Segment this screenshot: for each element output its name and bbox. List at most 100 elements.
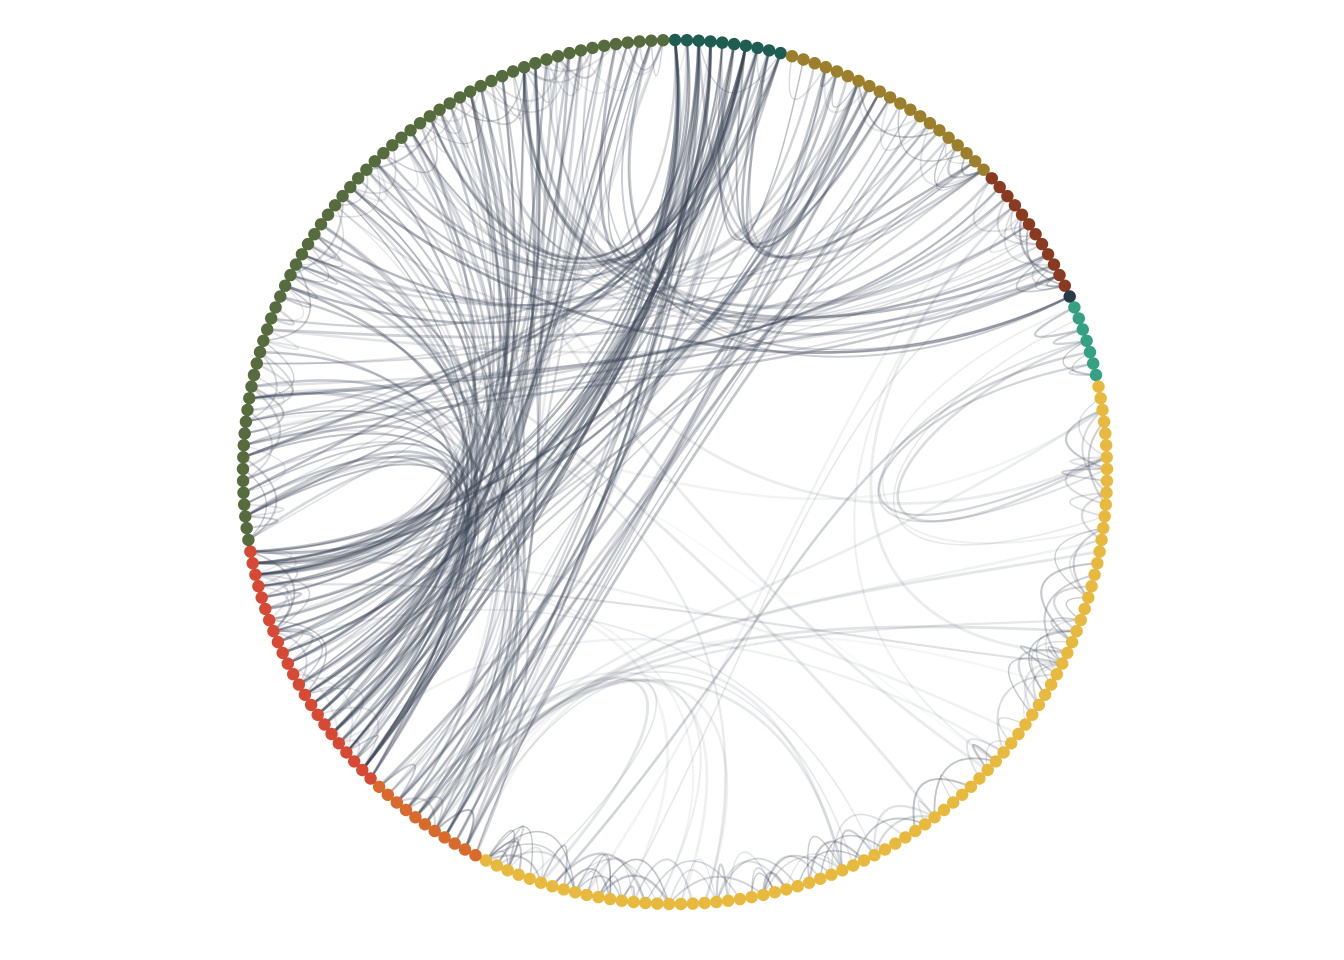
node-g6 bbox=[1065, 635, 1079, 649]
node-g9 bbox=[344, 180, 357, 194]
bundled-edge bbox=[294, 263, 482, 745]
local-edge bbox=[484, 854, 542, 884]
bundled-edge bbox=[377, 84, 871, 789]
node-g9 bbox=[279, 279, 292, 292]
bundled-edge bbox=[474, 538, 1103, 857]
local-edge bbox=[1025, 223, 1066, 287]
node-g9 bbox=[289, 258, 303, 271]
bundled-edge bbox=[438, 39, 682, 277]
local-edge bbox=[306, 233, 341, 262]
node-g3 bbox=[1029, 228, 1042, 241]
local-edge bbox=[327, 160, 381, 218]
node-g8 bbox=[364, 772, 377, 785]
bundled-edge bbox=[365, 79, 860, 300]
local-edge bbox=[1080, 491, 1108, 542]
node-g9 bbox=[609, 37, 623, 51]
local-edge bbox=[262, 263, 312, 342]
node-g6 bbox=[651, 897, 664, 910]
bundled-edge bbox=[448, 44, 747, 264]
bundled-edge bbox=[244, 454, 453, 644]
local-edge bbox=[1035, 630, 1078, 686]
bundled-edge bbox=[453, 678, 709, 906]
node-g7 bbox=[448, 837, 461, 850]
local-edge bbox=[614, 39, 665, 76]
node-g9 bbox=[295, 248, 309, 261]
node-g6 bbox=[956, 788, 969, 801]
bundled-edge bbox=[892, 317, 1106, 546]
node-g2 bbox=[883, 91, 897, 104]
local-edge bbox=[585, 853, 612, 900]
node-g8 bbox=[311, 708, 324, 721]
node-g6 bbox=[479, 854, 493, 867]
bundled-edge bbox=[286, 79, 517, 665]
bundled-edge bbox=[433, 44, 606, 833]
bundled-edge bbox=[443, 40, 712, 839]
bundled-edge bbox=[303, 160, 977, 696]
bundled-edge bbox=[277, 608, 876, 857]
bundled-edge bbox=[289, 273, 937, 819]
local-edge bbox=[574, 870, 600, 898]
local-edge bbox=[597, 858, 670, 905]
local-edge bbox=[879, 96, 931, 152]
node-g3 bbox=[1053, 268, 1066, 282]
local-edge bbox=[1068, 362, 1097, 377]
node-g6 bbox=[1032, 698, 1046, 712]
node-g9 bbox=[237, 439, 250, 452]
bundled-edge bbox=[423, 51, 782, 826]
bundled-edge bbox=[250, 379, 480, 736]
node-g9 bbox=[284, 268, 297, 282]
local-edge bbox=[545, 47, 594, 72]
local-edge bbox=[279, 284, 312, 309]
local-edge bbox=[996, 195, 1044, 246]
local-edge bbox=[650, 39, 664, 77]
bundled-edge bbox=[533, 61, 839, 272]
local-edge bbox=[972, 177, 1031, 233]
bundled-edge bbox=[334, 204, 508, 832]
node-g7 bbox=[390, 796, 403, 809]
bundled-edge bbox=[621, 253, 1049, 902]
bundled-edge bbox=[735, 44, 891, 249]
bundled-edge bbox=[249, 549, 1020, 736]
node-g6 bbox=[1012, 727, 1025, 741]
node-g6 bbox=[557, 883, 570, 896]
node-g8 bbox=[244, 545, 257, 558]
bundled-edge bbox=[244, 404, 727, 905]
bundled-edge bbox=[748, 49, 860, 248]
node-g8 bbox=[276, 646, 289, 660]
bundled-edge bbox=[697, 39, 985, 260]
node-g6 bbox=[1100, 439, 1113, 452]
bundled-edge bbox=[283, 51, 782, 325]
local-edge bbox=[715, 860, 788, 904]
bundled-edge bbox=[360, 40, 712, 772]
node-g5 bbox=[1083, 345, 1097, 359]
local-edge bbox=[1072, 527, 1105, 599]
bundled-edge bbox=[345, 160, 976, 754]
bundled-edge bbox=[260, 51, 571, 599]
local-edge bbox=[644, 860, 741, 904]
node-g6 bbox=[1100, 474, 1114, 488]
node-g6 bbox=[1082, 591, 1095, 604]
node-g1 bbox=[739, 39, 752, 52]
bundled-edge bbox=[251, 559, 695, 905]
bundled-edge bbox=[244, 233, 1037, 518]
local-edge bbox=[597, 875, 623, 902]
local-edge bbox=[912, 778, 972, 833]
node-g1 bbox=[774, 46, 787, 60]
node-g8 bbox=[271, 635, 285, 649]
bundled-edge bbox=[301, 253, 469, 726]
local-edge bbox=[857, 80, 941, 139]
local-edge bbox=[823, 66, 871, 114]
bundled-edge bbox=[345, 66, 526, 754]
bundled-edge bbox=[276, 39, 701, 644]
node-g7 bbox=[438, 831, 451, 844]
bundled-edge bbox=[249, 90, 881, 553]
bundled-edge bbox=[303, 74, 850, 697]
node-g6 bbox=[1094, 392, 1107, 405]
local-edge bbox=[307, 233, 336, 259]
local-edge bbox=[638, 39, 653, 65]
bundled-edge bbox=[443, 671, 854, 867]
bundled-edge bbox=[298, 39, 689, 686]
node-g9 bbox=[239, 415, 253, 428]
local-edge bbox=[254, 573, 293, 632]
bundled-edge bbox=[251, 136, 475, 565]
